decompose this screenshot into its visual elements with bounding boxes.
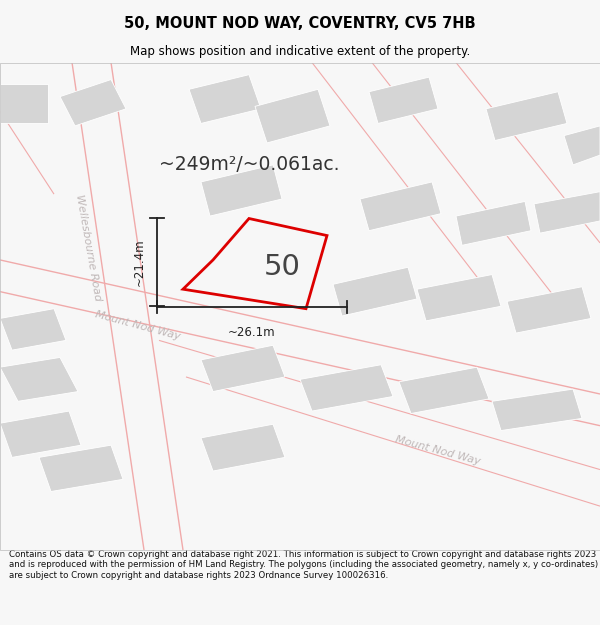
Polygon shape <box>564 126 600 165</box>
Text: Mount Nod Way: Mount Nod Way <box>394 434 482 466</box>
Polygon shape <box>456 201 531 245</box>
Polygon shape <box>0 357 78 401</box>
Text: 50: 50 <box>264 253 301 281</box>
Polygon shape <box>333 268 417 316</box>
Polygon shape <box>39 445 123 491</box>
Text: ~249m²/~0.061ac.: ~249m²/~0.061ac. <box>159 156 340 174</box>
Polygon shape <box>60 79 126 126</box>
Polygon shape <box>300 365 393 411</box>
Polygon shape <box>189 74 261 124</box>
Polygon shape <box>360 182 441 231</box>
Polygon shape <box>399 367 489 414</box>
Polygon shape <box>369 77 438 124</box>
Polygon shape <box>534 192 600 233</box>
Polygon shape <box>0 411 81 458</box>
Polygon shape <box>492 389 582 431</box>
Text: Map shows position and indicative extent of the property.: Map shows position and indicative extent… <box>130 45 470 58</box>
Polygon shape <box>201 345 285 391</box>
Polygon shape <box>507 287 591 333</box>
Text: ~26.1m: ~26.1m <box>228 326 276 339</box>
Polygon shape <box>0 309 66 350</box>
Polygon shape <box>201 165 282 216</box>
Polygon shape <box>0 84 48 124</box>
Polygon shape <box>255 89 330 143</box>
Text: Mount Nod Way: Mount Nod Way <box>94 309 182 342</box>
Text: Wellesbourne Road: Wellesbourne Road <box>74 194 103 302</box>
Polygon shape <box>201 424 285 471</box>
Text: 50, MOUNT NOD WAY, COVENTRY, CV5 7HB: 50, MOUNT NOD WAY, COVENTRY, CV5 7HB <box>124 16 476 31</box>
Text: Contains OS data © Crown copyright and database right 2021. This information is : Contains OS data © Crown copyright and d… <box>9 550 598 580</box>
Text: ~21.4m: ~21.4m <box>133 238 146 286</box>
Polygon shape <box>417 274 501 321</box>
Polygon shape <box>486 92 567 141</box>
